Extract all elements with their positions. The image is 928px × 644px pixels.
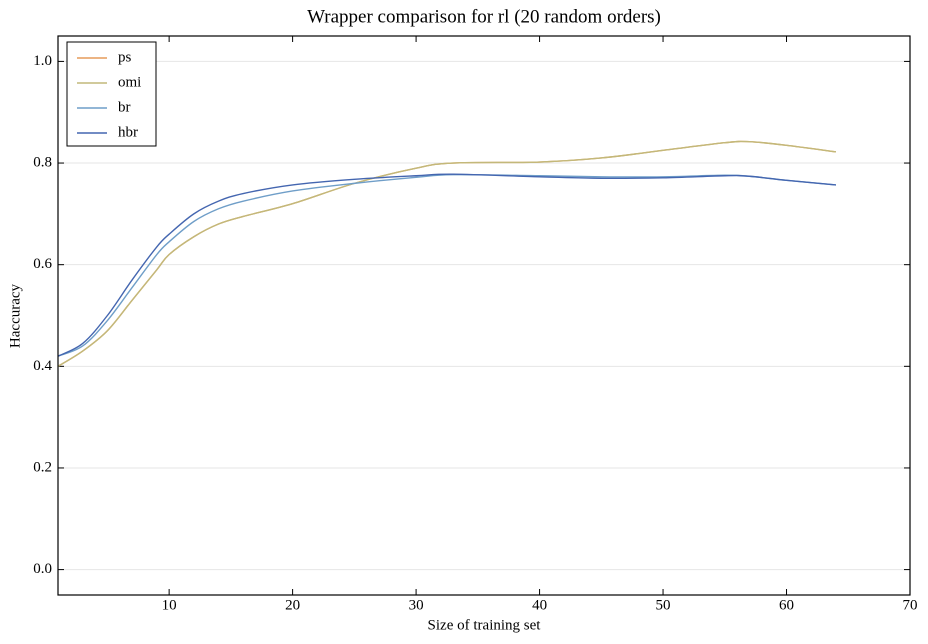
x-tick-label: 20 [285,597,300,613]
legend-label: hbr [118,124,138,140]
plot-frame [57,35,911,596]
x-tick-label: 40 [532,597,547,613]
line-series [57,140,837,367]
line-series [57,173,836,357]
line-series [57,173,836,357]
x-tick-label: 50 [656,597,671,613]
legend-label: omi [118,74,141,90]
legend-label: br [118,99,131,115]
x-axis-label: Size of training set [428,617,542,633]
x-tick-label: 10 [162,597,177,613]
legend-box [66,41,157,147]
y-axis-label: Haccuracy [7,283,23,348]
y-tick-label: 0.4 [33,358,52,374]
legend-label: ps [118,49,132,65]
x-tick-label: 30 [409,597,424,613]
y-tick-label: 0.8 [33,154,52,170]
y-tick-label: 0.6 [33,256,52,272]
y-tick-label: 1.0 [33,53,52,69]
y-tick-label: 0.0 [33,561,52,577]
x-tick-label: 70 [903,597,918,613]
x-tick-label: 60 [779,597,794,613]
y-tick-label: 0.2 [33,459,52,475]
chart-title: Wrapper comparison for rl (20 random ord… [307,6,661,27]
